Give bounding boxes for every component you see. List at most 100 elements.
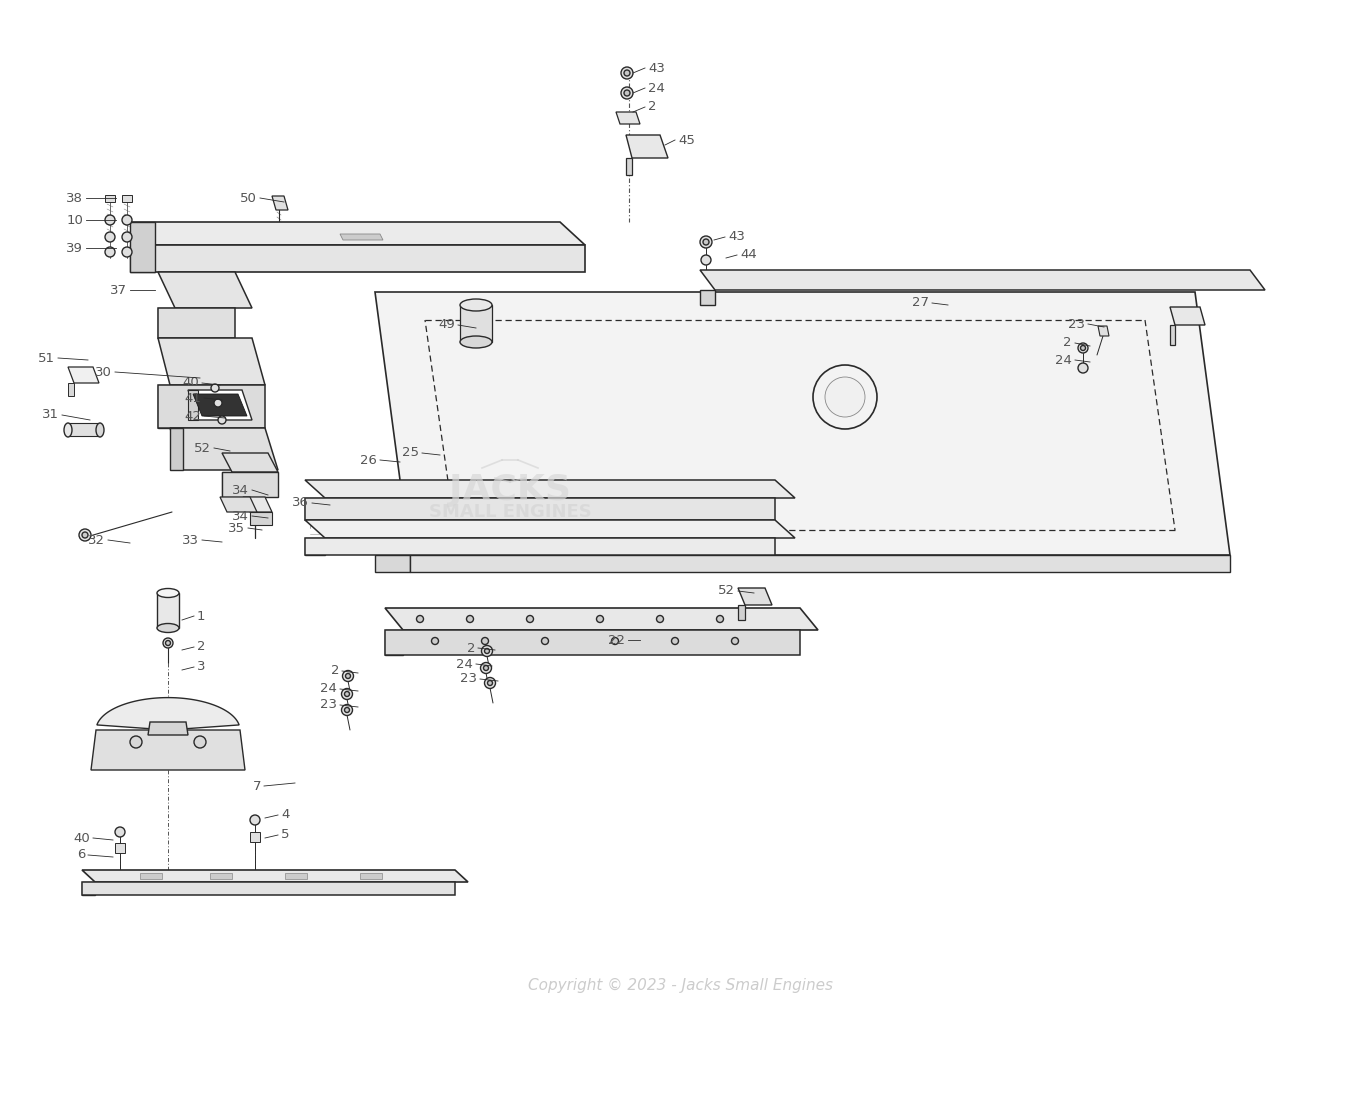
Circle shape — [250, 815, 260, 825]
Polygon shape — [272, 196, 288, 210]
Polygon shape — [158, 385, 265, 428]
Text: 26: 26 — [360, 454, 377, 467]
Polygon shape — [340, 234, 384, 240]
Polygon shape — [243, 497, 272, 512]
Text: 2: 2 — [197, 641, 205, 653]
Polygon shape — [68, 367, 99, 383]
Text: 44: 44 — [740, 248, 756, 262]
Circle shape — [105, 232, 116, 242]
Polygon shape — [1098, 326, 1108, 336]
Text: 23: 23 — [1068, 317, 1085, 330]
Polygon shape — [158, 338, 265, 385]
Circle shape — [526, 615, 533, 622]
Polygon shape — [305, 520, 796, 538]
Polygon shape — [305, 538, 325, 554]
Circle shape — [624, 70, 630, 77]
Polygon shape — [131, 222, 585, 245]
Polygon shape — [105, 195, 116, 202]
Circle shape — [105, 215, 116, 225]
Circle shape — [122, 215, 132, 225]
Polygon shape — [250, 512, 272, 525]
Text: 2: 2 — [1064, 336, 1072, 349]
Polygon shape — [193, 394, 248, 416]
Text: 43: 43 — [647, 61, 665, 74]
Circle shape — [1078, 363, 1088, 373]
Text: 30: 30 — [95, 366, 112, 378]
Polygon shape — [1170, 307, 1205, 325]
Ellipse shape — [156, 623, 180, 632]
Polygon shape — [305, 498, 325, 520]
Polygon shape — [158, 272, 252, 308]
Circle shape — [541, 638, 548, 644]
Circle shape — [487, 681, 492, 685]
Polygon shape — [158, 385, 170, 428]
Text: 3: 3 — [197, 661, 205, 673]
Polygon shape — [738, 606, 745, 620]
Polygon shape — [170, 428, 277, 470]
Text: 33: 33 — [182, 533, 199, 547]
Polygon shape — [385, 608, 817, 630]
Text: 37: 37 — [110, 284, 126, 296]
Polygon shape — [738, 588, 772, 606]
Polygon shape — [158, 308, 235, 338]
Polygon shape — [222, 472, 233, 497]
Circle shape — [416, 615, 423, 622]
Polygon shape — [148, 722, 188, 735]
Polygon shape — [385, 630, 403, 655]
Circle shape — [1078, 343, 1088, 353]
Polygon shape — [116, 843, 125, 853]
Text: 42: 42 — [184, 409, 201, 423]
Polygon shape — [250, 832, 260, 842]
Text: 34: 34 — [233, 484, 249, 497]
Circle shape — [484, 649, 490, 653]
Circle shape — [344, 708, 350, 712]
Circle shape — [122, 247, 132, 257]
Polygon shape — [158, 308, 175, 338]
Text: 24: 24 — [456, 658, 473, 671]
Polygon shape — [700, 289, 715, 305]
Circle shape — [131, 736, 141, 747]
Text: 52: 52 — [194, 441, 211, 455]
Polygon shape — [409, 554, 1229, 572]
Polygon shape — [209, 873, 233, 879]
Circle shape — [214, 399, 222, 407]
Circle shape — [1080, 346, 1085, 350]
Text: 36: 36 — [292, 497, 309, 509]
Polygon shape — [375, 554, 409, 572]
Text: 10: 10 — [67, 214, 83, 226]
Text: 6: 6 — [76, 848, 84, 862]
Polygon shape — [222, 452, 277, 472]
Polygon shape — [305, 498, 775, 520]
Text: 2: 2 — [466, 641, 475, 654]
Circle shape — [166, 641, 170, 645]
Text: 27: 27 — [913, 296, 929, 309]
Text: 43: 43 — [728, 231, 745, 244]
Circle shape — [700, 236, 713, 248]
Polygon shape — [460, 305, 492, 342]
Text: 5: 5 — [282, 828, 290, 842]
Text: 23: 23 — [320, 699, 337, 712]
Circle shape — [703, 240, 709, 245]
Circle shape — [194, 736, 205, 747]
Circle shape — [343, 671, 354, 682]
Polygon shape — [385, 630, 800, 655]
Circle shape — [622, 87, 632, 99]
Polygon shape — [222, 472, 277, 497]
Text: 7: 7 — [253, 780, 261, 793]
Polygon shape — [68, 383, 73, 396]
Ellipse shape — [97, 423, 103, 437]
Polygon shape — [626, 135, 668, 157]
Circle shape — [480, 662, 491, 673]
Text: JACKS: JACKS — [449, 474, 571, 507]
Circle shape — [597, 615, 604, 622]
Text: 22: 22 — [608, 633, 626, 647]
Polygon shape — [286, 873, 307, 879]
Text: 32: 32 — [88, 533, 105, 547]
Text: 41: 41 — [184, 391, 201, 405]
Polygon shape — [82, 882, 456, 895]
Circle shape — [624, 90, 630, 96]
Circle shape — [344, 692, 350, 696]
Polygon shape — [82, 882, 95, 895]
Text: 24: 24 — [320, 682, 337, 695]
Polygon shape — [91, 730, 245, 770]
